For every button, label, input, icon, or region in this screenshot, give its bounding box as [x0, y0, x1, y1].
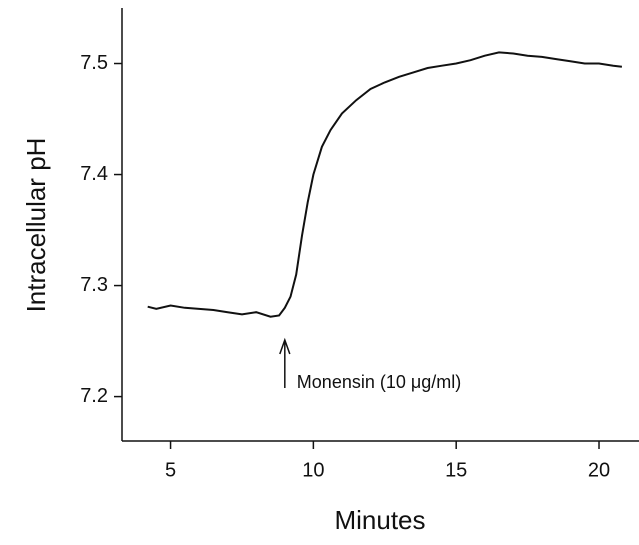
line: [147, 51, 623, 318]
y-tick-label: 7.2: [80, 385, 108, 407]
x-tick-label: 10: [302, 459, 324, 481]
annotation-text: Monensin (10 μg/ml): [297, 372, 461, 392]
x-tick-label: 20: [588, 459, 610, 481]
y-tick-label: 7.4: [80, 163, 108, 185]
x-axis-label: Minutes: [334, 505, 425, 535]
x-tick-label: 15: [445, 459, 467, 481]
x-tick-label: 5: [165, 459, 176, 481]
y-tick-label: 7.5: [80, 52, 108, 74]
y-axis-label: Intracellular pH: [21, 138, 51, 313]
annotation-arrowhead: [279, 337, 291, 355]
y-tick-label: 7.3: [80, 274, 108, 296]
